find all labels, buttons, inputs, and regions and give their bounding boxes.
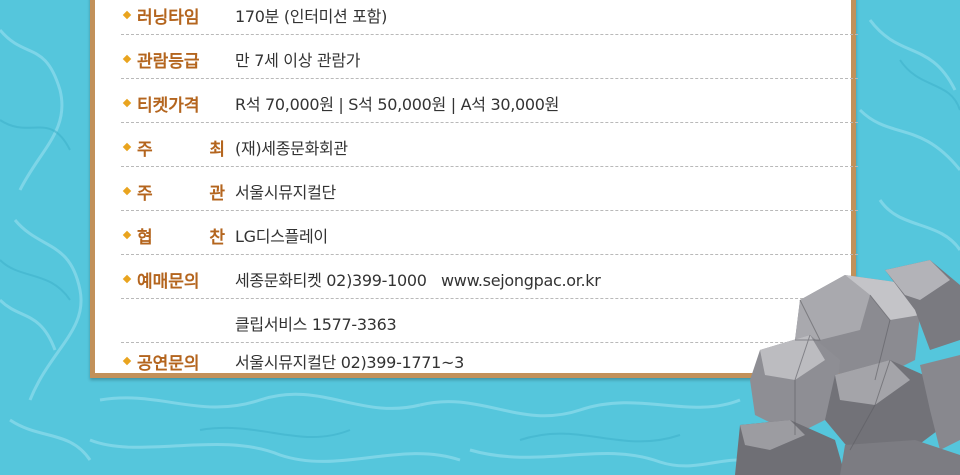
ticket-price-label: 티켓가격 (137, 95, 200, 116)
diamond-bullet-icon (122, 142, 132, 152)
booking-value-2: 클립서비스 1577-3363 (235, 315, 397, 334)
age-rating-label: 관람등급 (137, 51, 200, 72)
organizer-row: 주 관 서울시뮤지컬단 (121, 172, 858, 211)
ticket-price-value: R석 70,000원 | S석 50,000원 | A석 30,000원 (235, 95, 560, 114)
diamond-bullet-icon (122, 356, 132, 366)
host-row: 주 최 (재)세종문화회관 (121, 128, 858, 167)
sponsor-row: 협 찬 LG디스플레이 (121, 216, 858, 255)
booking-row-2: 클립서비스 1577-3363 (121, 304, 858, 343)
diamond-bullet-icon (122, 274, 132, 284)
host-value: (재)세종문화회관 (235, 139, 348, 158)
organizer-value: 서울시뮤지컬단 (235, 183, 336, 202)
performance-inquiry-label: 공연문의 (137, 353, 200, 374)
diamond-bullet-icon (122, 230, 132, 240)
age-rating-row: 관람등급 만 7세 이상 관람가 (121, 40, 858, 79)
info-panel: 러닝타임 170분 (인터미션 포함) 관람등급 만 7세 이상 관람가 티켓가… (90, 0, 858, 380)
ticket-price-row: 티켓가격 R석 70,000원 | S석 50,000원 | A석 30,000… (121, 84, 858, 123)
booking-value: 세종문화티켓 02)399-1000 www.sejongpac.or.kr (235, 271, 601, 290)
rocks-illustration (735, 260, 960, 475)
age-rating-value: 만 7세 이상 관람가 (235, 51, 361, 70)
sponsor-label: 협 찬 (137, 227, 225, 248)
host-label: 주 최 (137, 139, 225, 160)
running-time-value: 170분 (인터미션 포함) (235, 7, 388, 26)
performance-inquiry-row: 공연문의 서울시뮤지컬단 02)399-1771~3 (121, 342, 858, 380)
organizer-label: 주 관 (137, 183, 225, 204)
diamond-bullet-icon (122, 10, 132, 20)
sponsor-value: LG디스플레이 (235, 227, 328, 246)
running-time-row: 러닝타임 170분 (인터미션 포함) (121, 0, 858, 35)
booking-label: 예매문의 (137, 271, 200, 292)
performance-inquiry-value: 서울시뮤지컬단 02)399-1771~3 (235, 353, 465, 372)
diamond-bullet-icon (122, 54, 132, 64)
diamond-bullet-icon (122, 98, 132, 108)
diamond-bullet-icon (122, 186, 132, 196)
running-time-label: 러닝타임 (137, 7, 200, 28)
booking-row: 예매문의 세종문화티켓 02)399-1000 www.sejongpac.or… (121, 260, 858, 299)
